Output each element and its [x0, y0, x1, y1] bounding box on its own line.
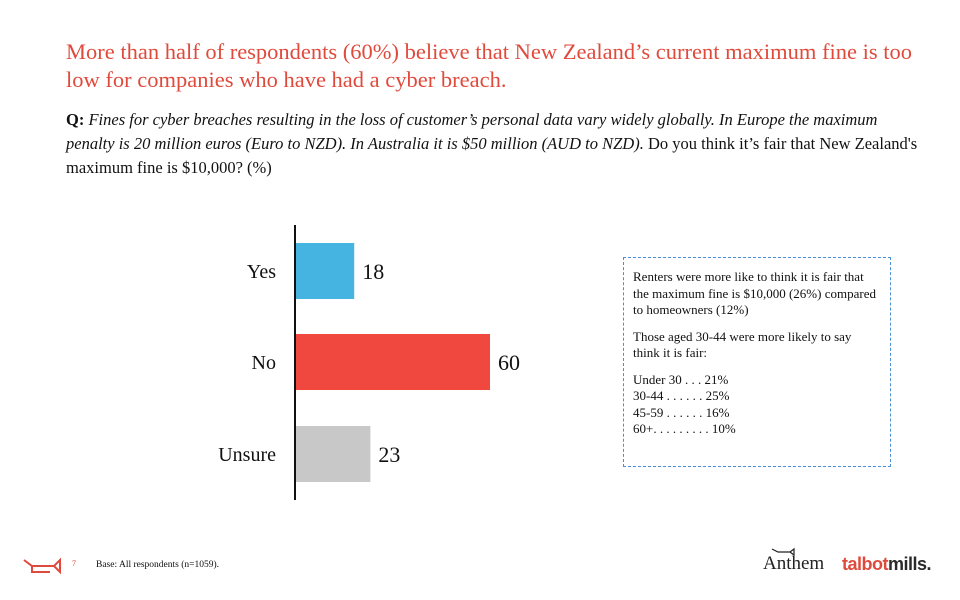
question-label: Q: [66, 110, 85, 129]
age-item-45-59: 45-59 . . . . . . 16% [633, 404, 730, 420]
value-label-no: 60 [498, 350, 520, 375]
talbotmills-logo: talbotmills. [842, 554, 932, 575]
page-title: More than half of respondents (60%) beli… [66, 39, 912, 92]
bar-yes [296, 243, 355, 299]
insight-callout: Renters were more like to think it is fa… [623, 257, 891, 467]
age-item-60-plus: 60+. . . . . . . . . 10% [633, 421, 736, 436]
category-label-unsure: Unsure [218, 444, 276, 466]
question-text: Q: Fines for cyber breaches resulting in… [66, 108, 926, 180]
age-item-under-30: Under 30 . . . 21% [633, 371, 729, 387]
callout-renters-text: Renters were more like to think it is fa… [633, 269, 876, 317]
horn-logo-icon [23, 557, 61, 575]
mills-text: mills. [888, 554, 932, 574]
chart-bars: Yes 18 No 60 Unsure 23 [218, 243, 520, 482]
age-item-30-44: 30-44 . . . . . . 25% [633, 388, 730, 403]
page-number: 7 [72, 559, 76, 568]
anthem-horn-icon [771, 547, 795, 557]
base-note: Base: All respondents (n=1059). [96, 560, 220, 570]
value-label-unsure: 23 [378, 442, 400, 467]
question-prompt: Do you think it’s fair that New Zealand'… [66, 134, 918, 177]
callout-age-intro: Those aged 30-44 were more likely to say… [633, 328, 852, 361]
question-context: Fines for cyber breaches resulting in th… [66, 110, 878, 153]
category-label-no: No [252, 352, 276, 374]
category-label-yes: Yes [247, 261, 276, 283]
bar-no [296, 334, 490, 390]
anthem-logo: Anthem [763, 553, 825, 574]
talbot-text: talbot [842, 554, 889, 574]
callout-age-list: Under 30 . . . 21% 30-44 . . . . . . 25%… [633, 372, 881, 438]
value-label-yes: 18 [362, 259, 384, 284]
bar-unsure [296, 426, 371, 482]
